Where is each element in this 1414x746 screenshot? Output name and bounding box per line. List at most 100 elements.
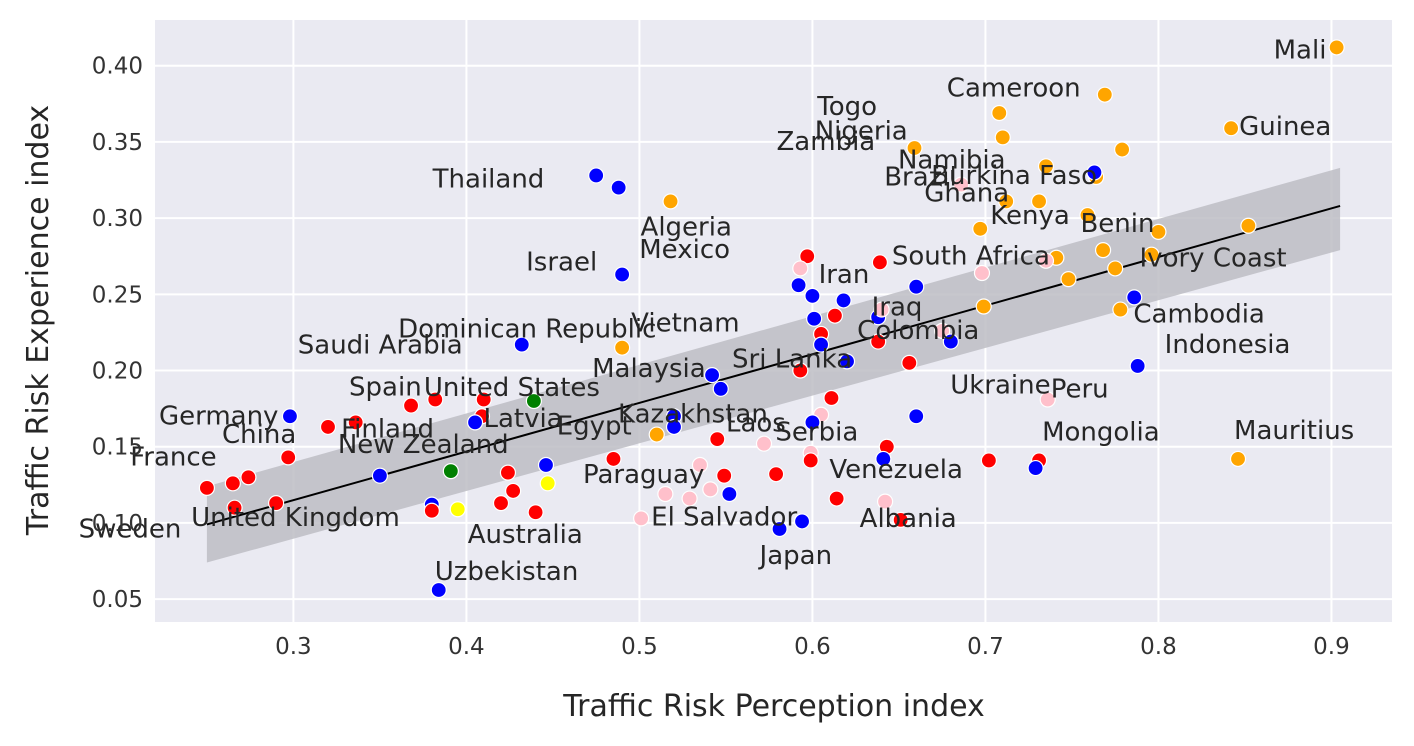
data-point (1328, 39, 1345, 56)
data-point (906, 139, 923, 157)
data-point (908, 408, 925, 425)
data-point (402, 397, 420, 414)
point-label: Mongolia (1042, 417, 1160, 447)
data-point (942, 333, 959, 350)
y-tick-label: 0.40 (92, 54, 143, 80)
data-point (972, 220, 989, 237)
data-point (492, 495, 510, 512)
data-point (681, 490, 698, 507)
point-label: Uzbekistan (435, 557, 579, 587)
data-point (475, 391, 492, 408)
point-label: Ghana (924, 178, 1009, 208)
data-point (1114, 141, 1131, 158)
data-point (280, 449, 297, 466)
data-point (347, 414, 364, 431)
data-point (662, 193, 679, 210)
data-point (767, 466, 785, 483)
y-tick-label: 0.05 (92, 587, 143, 613)
point-label: Brazil (884, 163, 957, 193)
point-label: Ivory Coast (1140, 244, 1287, 274)
data-point (873, 301, 890, 318)
y-tick-label: 0.15 (92, 435, 143, 461)
point-label: Finland (341, 414, 434, 444)
data-point (804, 414, 821, 431)
data-point (657, 485, 674, 503)
data-point (423, 502, 440, 519)
data-point (1229, 450, 1247, 468)
data-point (1037, 158, 1055, 175)
data-point (709, 431, 726, 448)
point-label: United Kingdom (191, 503, 400, 533)
point-label: Cameroon (947, 74, 1081, 104)
y-tick-label: 0.30 (92, 206, 143, 232)
point-label: United States (424, 373, 600, 403)
data-point (799, 248, 816, 265)
data-point (826, 307, 844, 324)
point-label: Kazakhstan (618, 399, 768, 429)
x-tick-label: 0.5 (621, 634, 658, 660)
data-point (1039, 391, 1056, 408)
data-point (665, 418, 683, 436)
point-label: Zambia (777, 127, 876, 157)
point-label: Guinea (1239, 112, 1331, 142)
data-point (614, 339, 631, 356)
data-point (973, 264, 991, 282)
y-tick-labels: 0.05 0.10 0.15 0.20 0.25 0.30 0.35 0.40 (92, 54, 143, 613)
point-label: Namibia (898, 145, 1006, 175)
data-point (870, 333, 887, 350)
data-point (721, 485, 738, 503)
data-point (224, 475, 241, 492)
point-label: Paraguay (583, 460, 704, 490)
point-label: Dominican Republic (398, 315, 656, 345)
data-point (804, 287, 821, 304)
data-point (588, 167, 605, 184)
x-axis-title: Traffic Risk Perception index (562, 689, 985, 724)
data-point (934, 322, 951, 340)
point-label: Indonesia (1165, 330, 1291, 360)
data-point (793, 513, 811, 530)
data-point (980, 452, 997, 469)
point-label: Albania (860, 504, 957, 534)
data-point (605, 450, 622, 468)
data-point (1096, 86, 1113, 103)
data-point (449, 501, 466, 518)
data-point (1223, 120, 1240, 137)
data-point (281, 408, 299, 425)
data-point (1150, 223, 1167, 240)
data-point (892, 511, 909, 528)
point-label: Iran (819, 260, 870, 290)
x-tick-label: 0.7 (967, 634, 1004, 660)
point-label: El Salvador (651, 502, 797, 532)
x-tick-label: 0.6 (794, 634, 831, 660)
data-point (525, 392, 542, 410)
y-axis-title: Traffic Risk Experience index (21, 105, 56, 536)
point-label: Israel (526, 248, 597, 278)
data-point (998, 193, 1015, 210)
point-label: Mali (1274, 35, 1327, 65)
data-point (527, 504, 544, 521)
point-label: Algeria (641, 212, 732, 242)
data-point (691, 456, 709, 474)
point-label: Burkina Faso (931, 161, 1097, 191)
data-point (240, 469, 257, 486)
y-tick-label: 0.10 (92, 511, 143, 537)
point-label: Colombia (857, 316, 979, 346)
data-point (1094, 242, 1112, 259)
data-point (908, 278, 925, 295)
data-point (648, 426, 665, 443)
point-label: Egypt (557, 412, 632, 442)
data-point (802, 452, 819, 469)
data-point (537, 456, 555, 474)
plot-area (155, 20, 1392, 622)
point-label: Ukraine (950, 370, 1050, 400)
data-point (1030, 193, 1048, 210)
point-label: Kenya (990, 201, 1070, 231)
data-point (539, 475, 556, 492)
data-point (806, 310, 823, 327)
data-point (430, 581, 447, 599)
point-label: China (222, 420, 296, 450)
data-point (1107, 260, 1124, 277)
data-point (226, 499, 243, 516)
data-point (1037, 252, 1055, 269)
data-point (875, 450, 892, 468)
